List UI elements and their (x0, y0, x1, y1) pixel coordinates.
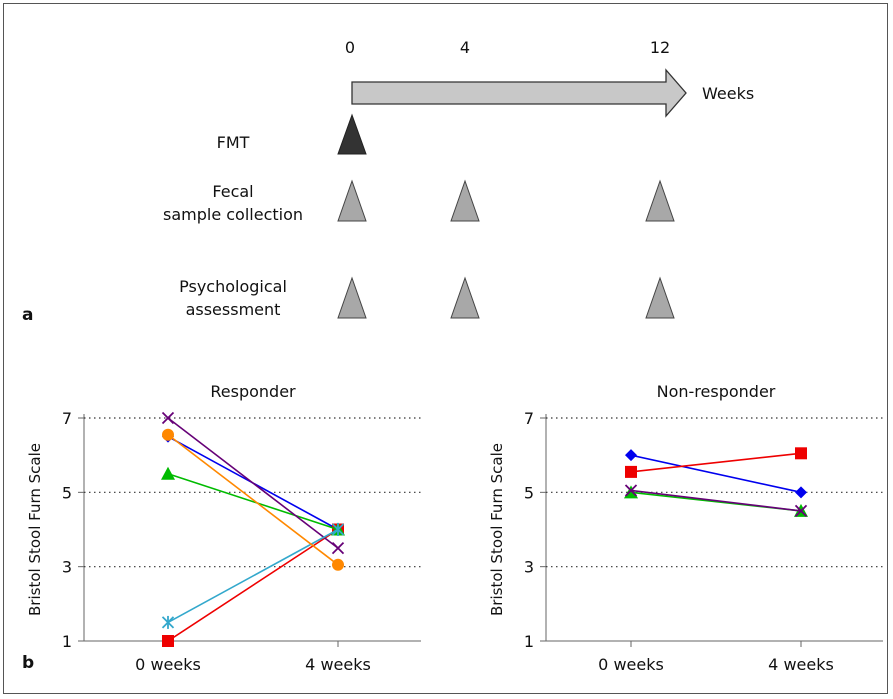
y-tick-label: 7 (62, 409, 72, 428)
series-point (794, 504, 808, 518)
y-tick-label: 3 (62, 558, 72, 577)
series-point (162, 635, 174, 647)
series-point (161, 615, 175, 629)
series-point (625, 465, 637, 478)
timeline-arrow (351, 68, 687, 118)
non-responder-chart: Non-responder Bristol Stool Furn Scale 1 3 5… (488, 382, 883, 674)
y-tick-label: 3 (524, 558, 534, 577)
y-tick-label: 1 (524, 632, 534, 651)
series-point (331, 541, 345, 555)
panel-letter-b: b (22, 653, 34, 673)
series-point (625, 449, 637, 462)
x-tick-label: 0 weeks (598, 655, 664, 674)
responder-chart: Responder Bristol Stool Furn Scale 1 3 5 7 0 w… (26, 382, 421, 674)
row-fecal-label-line2: sample collection (163, 205, 303, 224)
series-point (161, 411, 175, 425)
x-tick-label: 4 weeks (768, 655, 834, 674)
series-line (630, 489, 802, 512)
series-point (331, 523, 345, 536)
x-tick-label: 4 weeks (305, 655, 371, 674)
figure-frame (3, 3, 888, 694)
series-line (167, 528, 339, 642)
panel-letter-a: a (22, 305, 33, 325)
series-point-stroke (161, 411, 175, 425)
timepoint-label-4: 4 (460, 38, 470, 57)
timepoint-label-0: 0 (345, 38, 355, 57)
y-tick-label: 7 (524, 409, 534, 428)
series-line (630, 454, 802, 494)
series-line (167, 472, 339, 531)
series-point-stroke (624, 484, 638, 497)
row-psych-label-line1: Psychological (179, 277, 287, 296)
x-tick-label: 0 weeks (135, 655, 201, 674)
series-point (332, 558, 344, 571)
y-tick-label: 5 (62, 483, 72, 502)
weeks-label: Weeks (702, 84, 754, 103)
chart-title: Responder (210, 382, 296, 401)
series-line (167, 528, 339, 624)
series-point (624, 484, 638, 497)
y-tick-label: 5 (524, 483, 534, 502)
psych-marker-week-4 (450, 276, 480, 319)
fecal-marker-week-0 (337, 179, 367, 222)
y-axis-label: Bristol Stool Furn Scale (488, 443, 506, 616)
series-point (162, 428, 174, 441)
y-axis-label: Bristol Stool Furn Scale (26, 443, 44, 616)
series-line (630, 452, 802, 473)
series-point (795, 486, 807, 499)
row-fmt-label: FMT (217, 133, 250, 152)
chart-title: Non-responder (657, 382, 776, 401)
y-tick-label: 1 (62, 632, 72, 651)
psych-marker-week-0 (337, 276, 367, 319)
row-psych-label-line2: assessment (186, 300, 281, 319)
series-point (795, 447, 807, 460)
series-point (161, 466, 175, 480)
series-line (167, 417, 339, 549)
psych-marker-week-12 (645, 276, 675, 319)
series-line (167, 434, 339, 566)
timeline-panel: 0 4 12 Weeks FMT Fecal sample collection… (22, 38, 754, 325)
fecal-marker-week-12 (645, 179, 675, 222)
fmt-marker (337, 113, 367, 155)
series-point-stroke (794, 504, 808, 518)
row-fecal-label-line1: Fecal (212, 182, 253, 201)
fecal-marker-week-4 (450, 179, 480, 222)
series-point-stroke (331, 541, 345, 555)
timepoint-label-12: 12 (650, 38, 670, 57)
